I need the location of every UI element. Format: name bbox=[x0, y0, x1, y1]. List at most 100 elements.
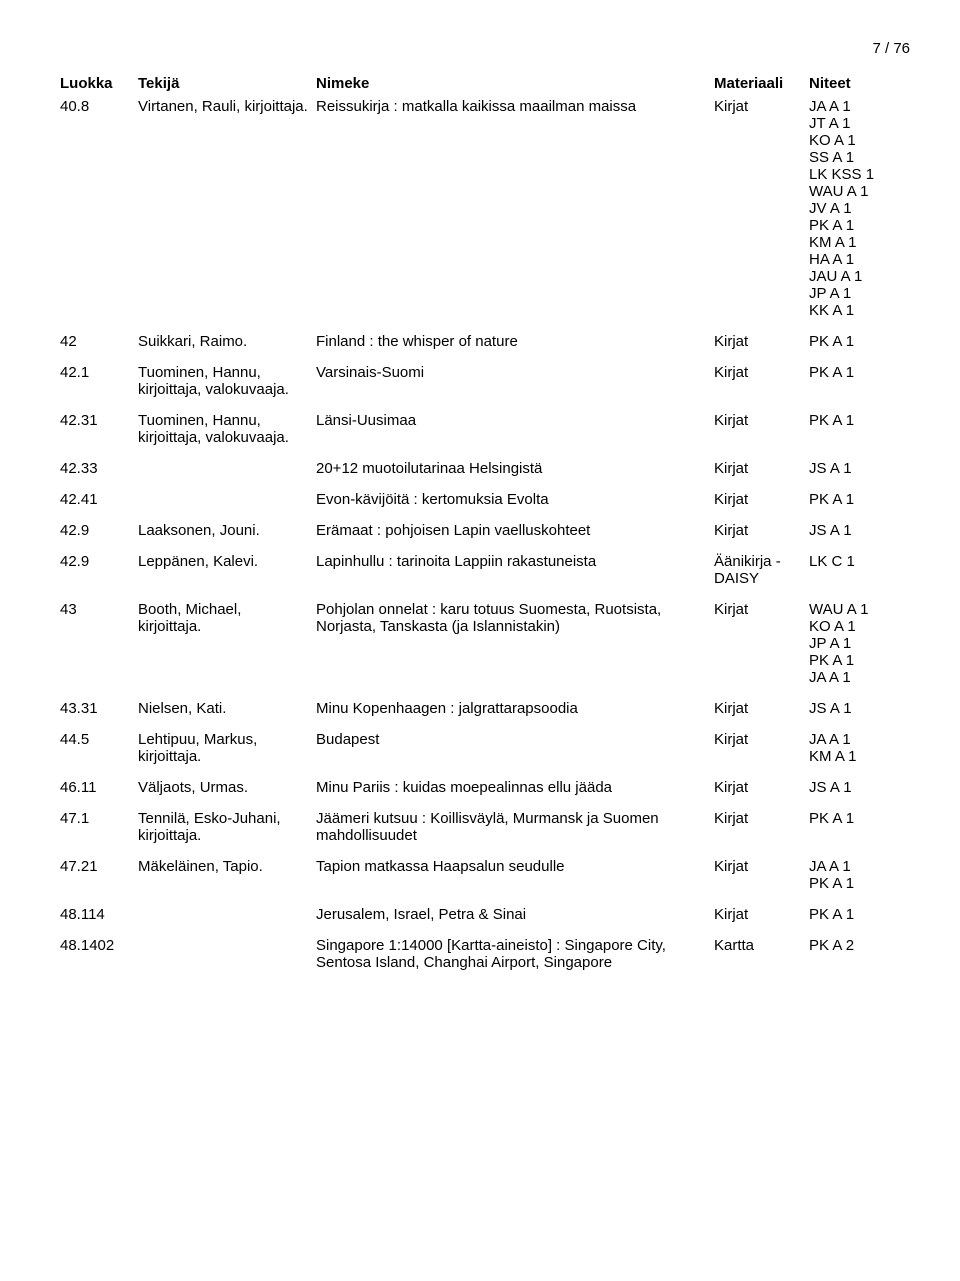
niteet-line: JA A 1 bbox=[809, 731, 919, 748]
cell-niteet: PK A 1 bbox=[809, 810, 919, 827]
cell-nimeke: Lapinhullu : tarinoita Lappiin rakastune… bbox=[316, 553, 714, 570]
niteet-line: JV A 1 bbox=[809, 200, 919, 217]
table-row: 42.1Tuominen, Hannu, kirjoittaja, valoku… bbox=[60, 364, 910, 398]
cell-luokka: 42.1 bbox=[60, 364, 138, 381]
cell-niteet: PK A 1 bbox=[809, 412, 919, 429]
table-row: 42.3320+12 muotoilutarinaa HelsingistäKi… bbox=[60, 460, 910, 477]
niteet-line: KM A 1 bbox=[809, 748, 919, 765]
table-row: 43.31Nielsen, Kati.Minu Kopenhaagen : ja… bbox=[60, 700, 910, 717]
page-number: 7 / 76 bbox=[60, 40, 910, 57]
cell-materiaali: Äänikirja - DAISY bbox=[714, 553, 809, 587]
niteet-line: JA A 1 bbox=[809, 98, 919, 115]
niteet-line: WAU A 1 bbox=[809, 601, 919, 618]
cell-luokka: 42.41 bbox=[60, 491, 138, 508]
niteet-line: KO A 1 bbox=[809, 618, 919, 635]
cell-tekija: Tuominen, Hannu, kirjoittaja, valokuvaaj… bbox=[138, 412, 316, 446]
cell-luokka: 48.1402 bbox=[60, 937, 138, 954]
cell-luokka: 40.8 bbox=[60, 98, 138, 115]
cell-nimeke: Reissukirja : matkalla kaikissa maailman… bbox=[316, 98, 714, 115]
cell-niteet: PK A 1 bbox=[809, 333, 919, 350]
cell-luokka: 42.31 bbox=[60, 412, 138, 429]
niteet-line: JS A 1 bbox=[809, 460, 919, 477]
cell-materiaali: Kirjat bbox=[714, 412, 809, 429]
cell-nimeke: 20+12 muotoilutarinaa Helsingistä bbox=[316, 460, 714, 477]
cell-nimeke: Varsinais-Suomi bbox=[316, 364, 714, 381]
cell-nimeke: Tapion matkassa Haapsalun seudulle bbox=[316, 858, 714, 875]
cell-niteet: JA A 1KM A 1 bbox=[809, 731, 919, 765]
cell-tekija: Mäkeläinen, Tapio. bbox=[138, 858, 316, 875]
cell-niteet: PK A 1 bbox=[809, 491, 919, 508]
cell-materiaali: Kirjat bbox=[714, 731, 809, 748]
table-row: 47.21Mäkeläinen, Tapio.Tapion matkassa H… bbox=[60, 858, 910, 892]
niteet-line: LK KSS 1 bbox=[809, 166, 919, 183]
cell-nimeke: Evon-kävijöitä : kertomuksia Evolta bbox=[316, 491, 714, 508]
table-row: 40.8Virtanen, Rauli, kirjoittaja.Reissuk… bbox=[60, 98, 910, 319]
header-tekija: Tekijä bbox=[138, 75, 316, 92]
niteet-line: JS A 1 bbox=[809, 700, 919, 717]
cell-nimeke: Pohjolan onnelat : karu totuus Suomesta,… bbox=[316, 601, 714, 635]
cell-nimeke: Jerusalem, Israel, Petra & Sinai bbox=[316, 906, 714, 923]
table-row: 42.41 Evon-kävijöitä : kertomuksia Evolta… bbox=[60, 491, 910, 508]
niteet-line: KK A 1 bbox=[809, 302, 919, 319]
niteet-line: PK A 1 bbox=[809, 491, 919, 508]
niteet-line: PK A 1 bbox=[809, 217, 919, 234]
cell-tekija: Leppänen, Kalevi. bbox=[138, 553, 316, 570]
cell-luokka: 43.31 bbox=[60, 700, 138, 717]
cell-tekija: Väljaots, Urmas. bbox=[138, 779, 316, 796]
cell-materiaali: Kirjat bbox=[714, 364, 809, 381]
cell-materiaali: Kirjat bbox=[714, 522, 809, 539]
header-nimeke: Nimeke bbox=[316, 75, 714, 92]
niteet-line: KO A 1 bbox=[809, 132, 919, 149]
cell-materiaali: Kirjat bbox=[714, 810, 809, 827]
cell-luokka: 42.9 bbox=[60, 522, 138, 539]
cell-niteet: JS A 1 bbox=[809, 779, 919, 796]
niteet-line: PK A 1 bbox=[809, 333, 919, 350]
cell-materiaali: Kirjat bbox=[714, 491, 809, 508]
cell-niteet: WAU A 1KO A 1JP A 1PK A 1JA A 1 bbox=[809, 601, 919, 686]
cell-tekija: Virtanen, Rauli, kirjoittaja. bbox=[138, 98, 316, 115]
header-luokka: Luokka bbox=[60, 75, 138, 92]
cell-nimeke: Singapore 1:14000 [Kartta-aineisto] : Si… bbox=[316, 937, 714, 971]
table-row: 48.1402 Singapore 1:14000 [Kartta-aineist… bbox=[60, 937, 910, 971]
cell-materiaali: Kirjat bbox=[714, 858, 809, 875]
cell-luokka: 42 bbox=[60, 333, 138, 350]
cell-luokka: 47.21 bbox=[60, 858, 138, 875]
niteet-line: KM A 1 bbox=[809, 234, 919, 251]
cell-materiaali: Kirjat bbox=[714, 779, 809, 796]
cell-materiaali: Kirjat bbox=[714, 906, 809, 923]
cell-luokka: 43 bbox=[60, 601, 138, 618]
niteet-line: PK A 1 bbox=[809, 364, 919, 381]
table-row: 47.1Tennilä, Esko-Juhani, kirjoittaja.Jä… bbox=[60, 810, 910, 844]
cell-luokka: 48.114 bbox=[60, 906, 138, 923]
cell-nimeke: Erämaat : pohjoisen Lapin vaelluskohteet bbox=[316, 522, 714, 539]
table-row: 48.114 Jerusalem, Israel, Petra & SinaiKi… bbox=[60, 906, 910, 923]
cell-tekija: Booth, Michael, kirjoittaja. bbox=[138, 601, 316, 635]
niteet-line: JS A 1 bbox=[809, 522, 919, 539]
table-row: 42Suikkari, Raimo.Finland : the whisper … bbox=[60, 333, 910, 350]
cell-niteet: JA A 1JT A 1KO A 1SS A 1LK KSS 1WAU A 1J… bbox=[809, 98, 919, 319]
cell-luokka: 46.11 bbox=[60, 779, 138, 796]
niteet-line: PK A 1 bbox=[809, 412, 919, 429]
cell-niteet: PK A 1 bbox=[809, 364, 919, 381]
cell-tekija: Nielsen, Kati. bbox=[138, 700, 316, 717]
niteet-line: JP A 1 bbox=[809, 285, 919, 302]
niteet-line: JS A 1 bbox=[809, 779, 919, 796]
cell-tekija: Tuominen, Hannu, kirjoittaja, valokuvaaj… bbox=[138, 364, 316, 398]
niteet-line: PK A 1 bbox=[809, 652, 919, 669]
cell-niteet: LK C 1 bbox=[809, 553, 919, 570]
cell-luokka: 42.9 bbox=[60, 553, 138, 570]
header-materiaali: Materiaali bbox=[714, 75, 809, 92]
niteet-line: SS A 1 bbox=[809, 149, 919, 166]
niteet-line: WAU A 1 bbox=[809, 183, 919, 200]
cell-nimeke: Minu Kopenhaagen : jalgrattarapsoodia bbox=[316, 700, 714, 717]
niteet-line: JA A 1 bbox=[809, 669, 919, 686]
cell-materiaali: Kirjat bbox=[714, 98, 809, 115]
niteet-line: JAU A 1 bbox=[809, 268, 919, 285]
table-row: 46.11Väljaots, Urmas.Minu Pariis : kuida… bbox=[60, 779, 910, 796]
cell-tekija: Lehtipuu, Markus, kirjoittaja. bbox=[138, 731, 316, 765]
header-niteet: Niteet bbox=[809, 75, 919, 92]
cell-niteet: JA A 1PK A 1 bbox=[809, 858, 919, 892]
cell-materiaali: Kirjat bbox=[714, 601, 809, 618]
cell-luokka: 44.5 bbox=[60, 731, 138, 748]
niteet-line: PK A 1 bbox=[809, 906, 919, 923]
